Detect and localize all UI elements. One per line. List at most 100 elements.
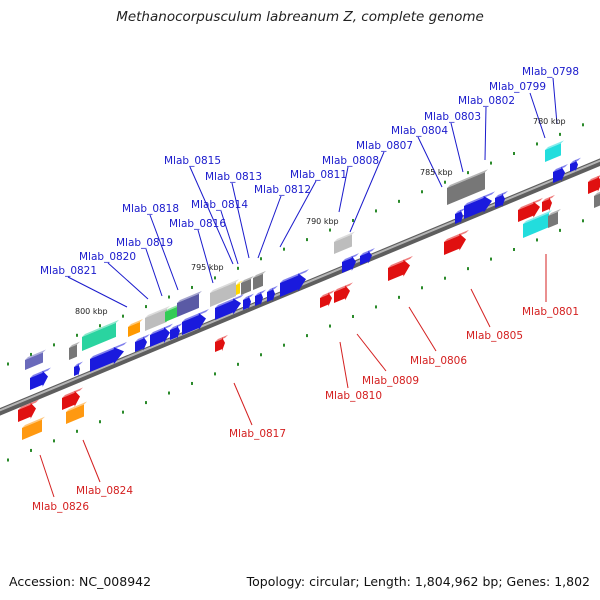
gene-feature[interactable] xyxy=(464,191,495,219)
gene-feature[interactable] xyxy=(128,319,143,337)
kbp-marker-795: 795 kbp xyxy=(191,263,224,272)
leader-line xyxy=(233,382,253,426)
gene-feature[interactable] xyxy=(553,164,568,183)
gene-feature[interactable] xyxy=(22,416,45,440)
gene-feature[interactable] xyxy=(150,323,173,347)
gene-feature[interactable] xyxy=(90,341,127,372)
gene-feature[interactable] xyxy=(594,190,600,208)
gene-feature[interactable] xyxy=(320,290,335,308)
gene-feature[interactable] xyxy=(455,207,466,224)
gene-label[interactable]: Mlab_0816 xyxy=(169,218,226,230)
gene-feature[interactable] xyxy=(69,341,80,360)
forward-gene-labels: Mlab_0798 Mlab_0799 Mlab_0802 Mlab_0803 … xyxy=(40,66,579,277)
gene-feature[interactable] xyxy=(255,289,266,306)
gene-feature[interactable] xyxy=(388,255,413,281)
leader-line xyxy=(197,229,214,284)
gene-feature[interactable] xyxy=(342,253,359,273)
gene-feature[interactable] xyxy=(243,293,254,310)
leader-line xyxy=(145,248,163,297)
gene-label[interactable]: Mlab_0820 xyxy=(79,251,136,263)
leader-line xyxy=(408,306,437,352)
gene-feature[interactable] xyxy=(267,285,278,302)
gene-feature[interactable] xyxy=(62,387,83,410)
reverse-gene-labels: Mlab_0801 Mlab_0805 Mlab_0806 Mlab_0809 … xyxy=(32,306,579,513)
gene-label[interactable]: Mlab_0814 xyxy=(191,199,248,211)
gene-label[interactable]: Mlab_0811 xyxy=(290,169,347,181)
accession-text: Accession: NC_008942 xyxy=(9,574,152,589)
gene-label[interactable]: Mlab_0815 xyxy=(164,155,221,167)
gene-feature[interactable] xyxy=(135,334,150,352)
gene-label[interactable]: Mlab_0804 xyxy=(391,125,448,137)
gene-feature[interactable] xyxy=(18,399,39,422)
gene-label[interactable]: Mlab_0802 xyxy=(458,95,515,107)
gene-feature[interactable] xyxy=(570,157,581,172)
gene-feature[interactable] xyxy=(30,367,51,390)
gene-feature[interactable] xyxy=(25,349,46,370)
leader-line xyxy=(339,341,349,389)
gene-label[interactable]: Mlab_0805 xyxy=(466,330,523,342)
gene-label[interactable]: Mlab_0812 xyxy=(254,184,311,196)
gene-feature[interactable] xyxy=(545,140,564,162)
genome-summary-text: Topology: circular; Length: 1,804,962 bp… xyxy=(246,574,590,589)
gene-feature[interactable] xyxy=(253,270,266,290)
leader-line xyxy=(189,166,234,265)
gene-label[interactable]: Mlab_0813 xyxy=(205,171,262,183)
gene-feature[interactable] xyxy=(210,279,239,307)
gene-label[interactable]: Mlab_0826 xyxy=(32,501,89,513)
gene-feature[interactable] xyxy=(447,169,488,205)
gene-feature[interactable] xyxy=(548,208,561,228)
gene-feature[interactable] xyxy=(215,334,228,352)
leader-line xyxy=(149,214,179,291)
gene-feature[interactable] xyxy=(182,309,209,335)
gene-label[interactable]: Mlab_0824 xyxy=(76,485,133,497)
gene-feature[interactable] xyxy=(165,304,180,322)
gene-label[interactable]: Mlab_0799 xyxy=(489,81,546,93)
kbp-marker-800: 800 kbp xyxy=(75,307,108,316)
gene-label[interactable]: Mlab_0819 xyxy=(116,237,173,249)
leader-line xyxy=(107,262,149,300)
gene-feature[interactable] xyxy=(495,190,508,208)
gene-feature[interactable] xyxy=(280,269,309,297)
gene-label[interactable]: Mlab_0801 xyxy=(522,306,579,318)
gene-feature[interactable] xyxy=(236,280,243,295)
gene-label[interactable]: Mlab_0809 xyxy=(362,375,419,387)
leader-line xyxy=(220,210,239,265)
leader-line xyxy=(349,151,385,233)
gene-label[interactable]: Mlab_0817 xyxy=(229,428,286,440)
leader-line xyxy=(231,182,250,259)
gene-feature[interactable] xyxy=(523,210,552,238)
leader-line xyxy=(484,106,487,161)
gene-feature[interactable] xyxy=(588,173,600,194)
label-leader-lines xyxy=(39,77,558,498)
gene-label[interactable]: Mlab_0807 xyxy=(356,140,413,152)
gene-label[interactable]: Mlab_0808 xyxy=(322,155,379,167)
kbp-marker-785: 785 kbp xyxy=(420,168,453,177)
gene-label[interactable]: Mlab_0821 xyxy=(40,265,97,277)
gene-feature[interactable] xyxy=(66,401,87,424)
gene-feature[interactable] xyxy=(74,361,83,377)
gene-feature[interactable] xyxy=(334,231,355,254)
gene-feature[interactable] xyxy=(360,248,375,265)
kbp-marker-780: 780 kbp xyxy=(533,117,566,126)
gene-feature[interactable] xyxy=(334,282,353,303)
leader-line xyxy=(417,136,443,188)
gene-label[interactable]: Mlab_0810 xyxy=(325,390,382,402)
leader-line xyxy=(552,77,558,125)
gene-feature[interactable] xyxy=(145,305,170,331)
gene-label[interactable]: Mlab_0806 xyxy=(410,355,467,367)
gene-feature[interactable] xyxy=(215,294,244,320)
leader-line xyxy=(279,180,317,248)
gene-label[interactable]: Mlab_0803 xyxy=(424,111,481,123)
leader-line xyxy=(470,288,491,328)
gene-feature[interactable] xyxy=(177,290,202,317)
gene-feature[interactable] xyxy=(518,197,543,222)
gene-label[interactable]: Mlab_0818 xyxy=(122,203,179,215)
gene-features xyxy=(18,140,600,440)
gene-feature[interactable] xyxy=(82,319,119,351)
gene-feature[interactable] xyxy=(241,275,254,295)
gene-label[interactable]: Mlab_0798 xyxy=(522,66,579,78)
gene-feature[interactable] xyxy=(170,322,183,340)
gene-feature[interactable] xyxy=(444,229,469,255)
gene-feature[interactable] xyxy=(542,194,555,212)
